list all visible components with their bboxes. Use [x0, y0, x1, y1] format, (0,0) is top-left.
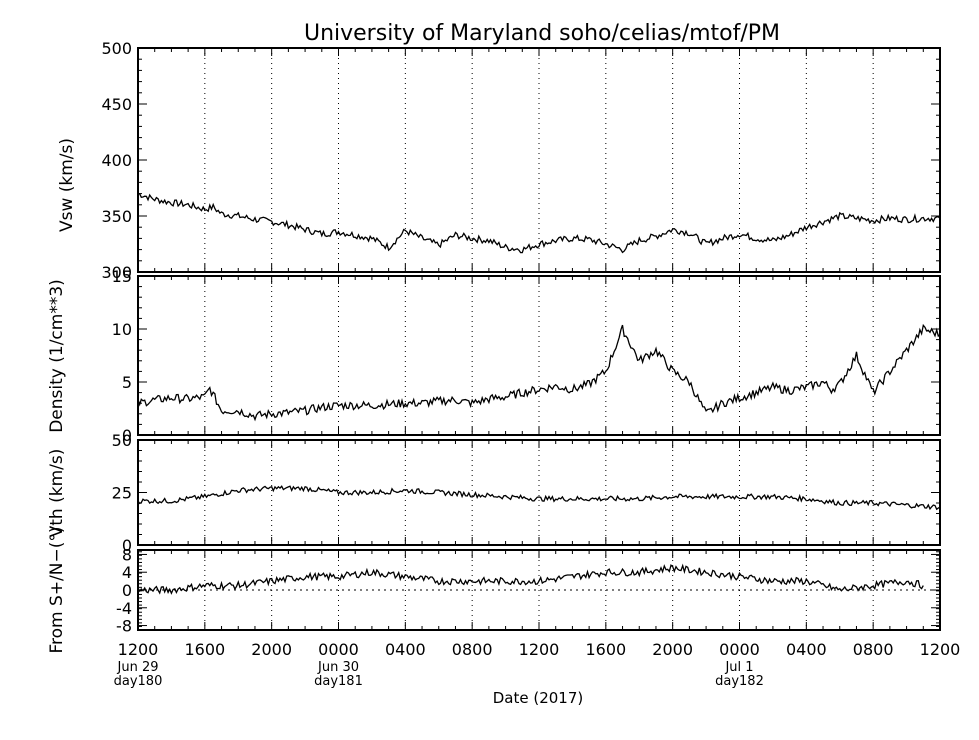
y-tick-label: 0	[122, 581, 132, 600]
x-tick-label: 0400	[786, 640, 827, 659]
data-line-from-s-n-	[137, 563, 924, 595]
x-day-label: day180	[114, 674, 163, 689]
data-line-vsw	[137, 193, 941, 254]
x-tick-label: 2000	[652, 640, 693, 659]
x-tick-label: 0400	[385, 640, 426, 659]
data-line-vth	[137, 485, 941, 511]
x-tick-label: 1600	[184, 640, 225, 659]
panel-2: 0 5 10 15 Density (1/cm**3)	[47, 267, 941, 445]
x-tick-label: 2000	[251, 640, 292, 659]
y-axis-label: From S+/N−(°)	[47, 526, 67, 653]
y-tick-label: 10	[112, 320, 132, 339]
panel-3: 0 25 50 Vth (km/s)	[47, 431, 941, 555]
x-tick-label: 0800	[452, 640, 493, 659]
x-tick-label: 0000	[318, 640, 359, 659]
y-axis-label: Vsw (km/s)	[57, 138, 77, 232]
y-tick-label: -8	[116, 617, 132, 636]
x-date-label: Jun 29	[117, 660, 159, 675]
y-tick-label: 500	[101, 39, 132, 58]
panel-1: 300 350 400 450 500 Vsw (km/s)	[57, 39, 941, 282]
x-axis-label: Date (2017)	[493, 689, 584, 707]
y-tick-label: 350	[101, 207, 132, 226]
x-day-label: day181	[314, 674, 363, 689]
chart-title: University of Maryland soho/celias/mtof/…	[304, 21, 780, 46]
x-tick-label: 1200	[118, 640, 159, 659]
y-tick-label: 0	[122, 426, 132, 445]
x-date-label: Jul 1	[724, 660, 753, 675]
x-tick-label: 1200	[920, 640, 961, 659]
x-tick-label: 0800	[853, 640, 894, 659]
x-tick-label: 1200	[519, 640, 560, 659]
y-tick-label: 4	[122, 563, 132, 582]
y-tick-label: 50	[112, 431, 132, 450]
x-axis-ticks: 1200 1600 2000 0000 0400 0800 1200 1600 2000 0000…	[114, 640, 961, 689]
y-tick-label: 25	[112, 484, 132, 503]
x-day-label: day182	[715, 674, 764, 689]
y-axis-label: Density (1/cm**3)	[47, 279, 67, 433]
y-tick-label: 300	[101, 263, 132, 282]
y-tick-label: 0	[122, 536, 132, 555]
x-tick-label: 1600	[585, 640, 626, 659]
y-tick-label: 450	[101, 95, 132, 114]
y-axis-label: Vth (km/s)	[47, 449, 67, 538]
y-tick-label: 400	[101, 151, 132, 170]
data-line-density	[137, 323, 941, 422]
y-tick-label: 8	[122, 545, 132, 564]
x-tick-label: 0000	[719, 640, 760, 659]
y-tick-label: 15	[112, 267, 132, 286]
x-date-label: Jun 30	[317, 660, 359, 675]
y-tick-label: -4	[116, 599, 132, 618]
y-tick-label: 5	[122, 373, 132, 392]
